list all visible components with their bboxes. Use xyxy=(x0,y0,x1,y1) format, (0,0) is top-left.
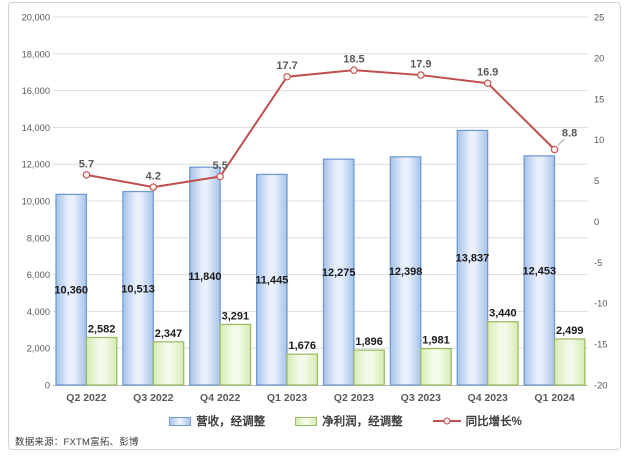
svg-text:-5: -5 xyxy=(594,258,602,268)
svg-text:12,000: 12,000 xyxy=(22,160,50,170)
legend-item-revenue: 营收，经调整 xyxy=(169,413,265,429)
svg-text:5.5: 5.5 xyxy=(213,160,228,172)
svg-text:2,582: 2,582 xyxy=(88,323,116,335)
svg-text:20: 20 xyxy=(594,53,604,63)
svg-text:-15: -15 xyxy=(594,340,607,350)
svg-text:Q3 2022: Q3 2022 xyxy=(133,392,173,404)
growth-line-icon xyxy=(432,417,461,425)
svg-text:Q1 2024: Q1 2024 xyxy=(534,392,574,404)
svg-text:10,000: 10,000 xyxy=(22,197,50,207)
svg-text:17.7: 17.7 xyxy=(276,60,297,72)
svg-text:15: 15 xyxy=(594,94,604,104)
svg-text:12,275: 12,275 xyxy=(322,267,356,279)
svg-text:12,453: 12,453 xyxy=(522,265,556,277)
svg-text:-10: -10 xyxy=(594,299,607,309)
svg-text:0: 0 xyxy=(45,381,50,391)
svg-text:2,347: 2,347 xyxy=(155,328,183,340)
svg-text:2,000: 2,000 xyxy=(27,344,50,354)
profit-swatch-icon xyxy=(295,416,318,426)
legend-label-growth: 同比增长% xyxy=(465,416,522,428)
svg-text:10,360: 10,360 xyxy=(54,285,88,297)
svg-text:0: 0 xyxy=(594,217,599,227)
svg-text:16,000: 16,000 xyxy=(22,86,50,96)
data-source-note: 数据来源：FXTM富拓、彭博 xyxy=(15,437,139,448)
svg-text:6,000: 6,000 xyxy=(27,270,50,280)
svg-text:14,000: 14,000 xyxy=(22,123,50,133)
svg-text:4.2: 4.2 xyxy=(146,171,161,183)
svg-text:Q3 2023: Q3 2023 xyxy=(401,392,441,404)
svg-text:16.9: 16.9 xyxy=(477,67,498,79)
svg-text:Q4 2022: Q4 2022 xyxy=(200,392,240,404)
svg-text:20,000: 20,000 xyxy=(22,13,50,23)
svg-text:25: 25 xyxy=(594,13,604,23)
svg-text:-20: -20 xyxy=(594,381,607,391)
svg-text:1,676: 1,676 xyxy=(288,340,316,352)
svg-text:2,499: 2,499 xyxy=(556,325,584,337)
svg-text:18.5: 18.5 xyxy=(343,54,364,66)
legend: 营收，经调整 净利润，经调整 同比增长% xyxy=(70,412,621,430)
svg-text:10: 10 xyxy=(594,135,604,145)
legend-item-profit: 净利润，经调整 xyxy=(295,413,403,429)
svg-text:11,840: 11,840 xyxy=(188,271,221,283)
svg-text:8,000: 8,000 xyxy=(27,233,50,243)
legend-label-revenue: 营收，经调整 xyxy=(196,416,266,428)
svg-text:8.8: 8.8 xyxy=(562,127,577,139)
svg-text:1,981: 1,981 xyxy=(422,335,450,347)
svg-text:Q2 2022: Q2 2022 xyxy=(66,392,106,404)
svg-text:18,000: 18,000 xyxy=(22,49,50,59)
svg-text:1,896: 1,896 xyxy=(355,336,383,348)
svg-text:17.9: 17.9 xyxy=(410,59,431,71)
svg-text:11,445: 11,445 xyxy=(255,275,288,287)
svg-text:3,291: 3,291 xyxy=(222,310,250,322)
svg-text:4,000: 4,000 xyxy=(27,307,50,317)
svg-text:Q2 2023: Q2 2023 xyxy=(334,392,374,404)
svg-text:5: 5 xyxy=(594,176,599,186)
svg-text:13,837: 13,837 xyxy=(456,253,490,265)
svg-text:3,440: 3,440 xyxy=(489,308,517,320)
svg-text:Q4 2023: Q4 2023 xyxy=(468,392,508,404)
legend-label-profit: 净利润，经调整 xyxy=(322,416,403,428)
svg-text:Q1 2023: Q1 2023 xyxy=(267,392,307,404)
svg-text:12,398: 12,398 xyxy=(389,266,423,278)
revenue-swatch-icon xyxy=(169,416,192,426)
svg-text:5.7: 5.7 xyxy=(79,158,94,170)
svg-text:10,513: 10,513 xyxy=(121,283,155,295)
legend-item-growth: 同比增长% xyxy=(432,413,522,429)
